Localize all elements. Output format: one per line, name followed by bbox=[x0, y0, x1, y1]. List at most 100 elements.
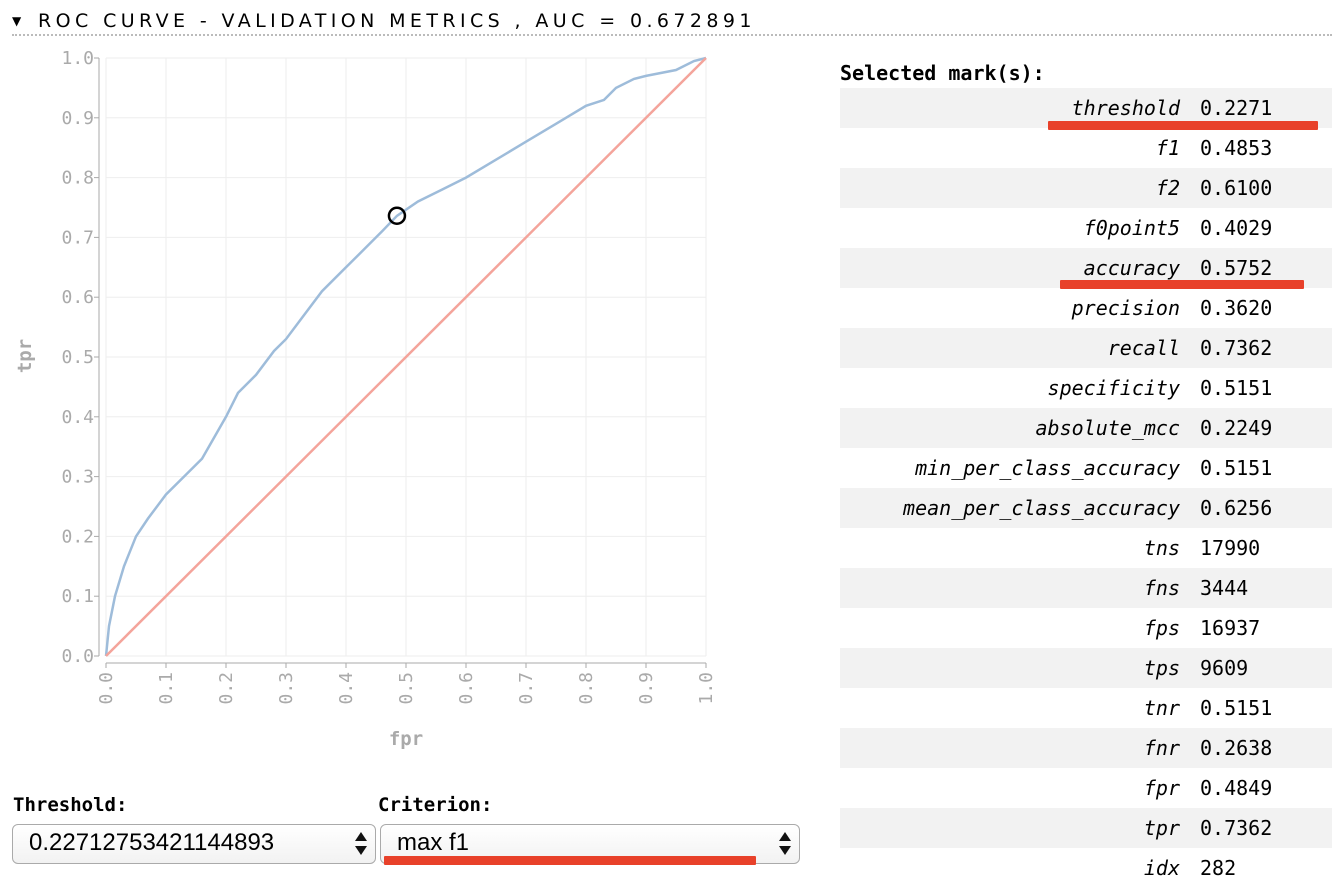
y-axis-label: tpr bbox=[14, 339, 36, 373]
metric-value: 0.4853 bbox=[1200, 136, 1273, 160]
metric-value: 282 bbox=[1200, 856, 1237, 880]
metric-value: 0.2271 bbox=[1200, 96, 1273, 120]
metric-name: tps bbox=[1143, 656, 1180, 680]
selected-marks-title: Selected mark(s): bbox=[840, 61, 1045, 85]
y-tick-label: 0.9 bbox=[61, 108, 94, 129]
metric-name: fnr bbox=[1143, 736, 1180, 760]
metric-row: fnr 0.2638 bbox=[840, 728, 1332, 768]
select-arrows-icon bbox=[355, 830, 367, 858]
y-tick-label: 0.1 bbox=[61, 586, 94, 607]
x-tick-label: 0.6 bbox=[456, 672, 477, 705]
x-tick-label: 0.5 bbox=[396, 672, 417, 705]
criterion-underline bbox=[384, 856, 756, 865]
metric-value: 16937 bbox=[1200, 616, 1261, 640]
section-title: ROC CURVE - VALIDATION METRICS , AUC = 0… bbox=[38, 10, 756, 32]
criterion-select-value: max f1 bbox=[397, 829, 470, 856]
selected-point-marker bbox=[387, 206, 407, 226]
metric-name: fps bbox=[1143, 616, 1180, 640]
metric-name: specificity bbox=[1047, 376, 1180, 400]
metric-row: fps 16937 bbox=[840, 608, 1332, 648]
metric-name: tns bbox=[1143, 536, 1180, 560]
selected-marks-panel: Selected mark(s): threshold 0.2271 f1 0.485… bbox=[840, 58, 1332, 888]
x-tick-label: 0.3 bbox=[276, 672, 297, 705]
roc-curve bbox=[104, 56, 707, 657]
metric-value: 0.5151 bbox=[1200, 456, 1273, 480]
x-tick-label: 0.8 bbox=[576, 672, 597, 705]
metric-name: f2 bbox=[1155, 176, 1180, 200]
threshold-select[interactable]: 0.22712753421144893 bbox=[12, 824, 376, 864]
metric-row: mean_per_class_accuracy 0.6256 bbox=[840, 488, 1332, 528]
metric-row: f2 0.6100 bbox=[840, 168, 1332, 208]
metric-value: 0.6256 bbox=[1200, 496, 1273, 520]
x-axis-label: fpr bbox=[389, 728, 423, 750]
metric-name: threshold bbox=[1071, 96, 1180, 120]
metric-value: 0.2249 bbox=[1200, 416, 1273, 440]
x-tick-label: 0.4 bbox=[336, 672, 357, 705]
x-tick-label: 0.1 bbox=[156, 672, 177, 705]
metric-name: fpr bbox=[1143, 776, 1180, 800]
metric-row: absolute_mcc 0.2249 bbox=[840, 408, 1332, 448]
metric-row: idx 282 bbox=[840, 848, 1332, 888]
metric-value: 17990 bbox=[1200, 536, 1261, 560]
metric-row: f0point5 0.4029 bbox=[840, 208, 1332, 248]
triangle-down-icon[interactable]: ▼ bbox=[12, 14, 22, 28]
metric-row: fpr 0.4849 bbox=[840, 768, 1332, 808]
metric-name: f1 bbox=[1155, 136, 1180, 160]
select-arrows-icon bbox=[779, 830, 791, 858]
metrics-table: threshold 0.2271 f1 0.4853 f2 0.6100 f0point5 0… bbox=[840, 88, 1332, 888]
metric-row: tnr 0.5151 bbox=[840, 688, 1332, 728]
x-tick-label: 1.0 bbox=[696, 672, 717, 705]
metric-name: accuracy bbox=[1083, 256, 1180, 280]
y-tick-label: 0.3 bbox=[61, 467, 94, 488]
metric-name: tnr bbox=[1143, 696, 1180, 720]
metric-value: 9609 bbox=[1200, 656, 1249, 680]
metric-row: fns 3444 bbox=[840, 568, 1332, 608]
y-tick-label: 0.0 bbox=[61, 646, 94, 667]
metric-value: 0.5151 bbox=[1200, 376, 1273, 400]
criterion-label: Criterion: bbox=[378, 794, 493, 816]
y-tick-label: 1.0 bbox=[61, 48, 94, 69]
y-tick-label: 0.2 bbox=[61, 526, 94, 547]
diagonal-baseline bbox=[105, 57, 707, 657]
metric-row: specificity 0.5151 bbox=[840, 368, 1332, 408]
metric-row: tpr 0.7362 bbox=[840, 808, 1332, 848]
chart-grid bbox=[105, 57, 707, 657]
metric-row: tns 17990 bbox=[840, 528, 1332, 568]
y-tick-label: 0.5 bbox=[61, 347, 94, 368]
metric-value: 0.5752 bbox=[1200, 256, 1273, 280]
y-tick-label: 0.4 bbox=[61, 407, 94, 428]
metric-name: min_per_class_accuracy bbox=[915, 456, 1180, 480]
metric-value: 0.3620 bbox=[1200, 296, 1273, 320]
roc-chart: 0.0 0.1 0.2 0.3 0.4 0.5 0.6 0.7 0.8 0.9 1.0 0.0 0.1 0… bbox=[14, 48, 717, 750]
metric-value: 3444 bbox=[1200, 576, 1249, 600]
threshold-select-value: 0.22712753421144893 bbox=[29, 829, 275, 856]
metric-name: f0point5 bbox=[1083, 216, 1180, 240]
metric-value: 0.4849 bbox=[1200, 776, 1273, 800]
metric-name: idx bbox=[1143, 856, 1180, 880]
metric-value: 0.4029 bbox=[1200, 216, 1273, 240]
y-tick-label: 0.6 bbox=[61, 287, 94, 308]
metric-row: precision 0.3620 bbox=[840, 288, 1332, 328]
metric-name: fns bbox=[1143, 576, 1180, 600]
chart-axes: 0.0 0.1 0.2 0.3 0.4 0.5 0.6 0.7 0.8 0.9 1.0 0.0 0.1 0… bbox=[61, 48, 717, 705]
chart-lines bbox=[104, 56, 707, 657]
metric-name: recall bbox=[1107, 336, 1180, 360]
y-tick-label: 0.7 bbox=[61, 227, 94, 248]
metric-value: 0.2638 bbox=[1200, 736, 1273, 760]
metric-name: precision bbox=[1071, 296, 1180, 320]
metric-row: min_per_class_accuracy 0.5151 bbox=[840, 448, 1332, 488]
x-tick-label: 0.9 bbox=[636, 672, 657, 705]
metric-name: tpr bbox=[1143, 816, 1180, 840]
metric-name: mean_per_class_accuracy bbox=[903, 496, 1180, 520]
metric-value: 0.7362 bbox=[1200, 336, 1273, 360]
y-tick-label: 0.8 bbox=[61, 168, 94, 189]
metric-value: 0.6100 bbox=[1200, 176, 1273, 200]
metric-row: f1 0.4853 bbox=[840, 128, 1332, 168]
x-tick-label: 0.0 bbox=[96, 672, 117, 705]
section-header[interactable]: ▼ ROC CURVE - VALIDATION METRICS , AUC =… bbox=[12, 8, 1332, 36]
x-tick-label: 0.2 bbox=[216, 672, 237, 705]
threshold-underline bbox=[1048, 121, 1318, 130]
metric-value: 0.7362 bbox=[1200, 816, 1273, 840]
metric-row: tps 9609 bbox=[840, 648, 1332, 688]
metric-name: absolute_mcc bbox=[1035, 416, 1181, 440]
